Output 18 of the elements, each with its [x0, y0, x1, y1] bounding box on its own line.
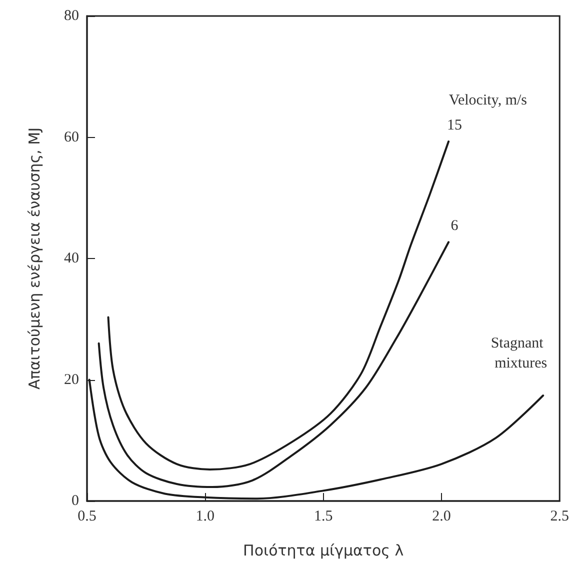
x-tick-label: 1.5 — [314, 508, 333, 524]
x-tick-label: 2.5 — [550, 508, 569, 524]
series-label: Stagnant mixtures — [490, 336, 548, 372]
x-tick-label: 0.5 — [78, 508, 96, 524]
legend-title: Velocity, m/s — [448, 92, 528, 108]
x-tick-label: 1.0 — [196, 508, 215, 524]
x-tick-label: 2.0 — [432, 508, 451, 524]
y-tick-label: 0 — [72, 493, 79, 509]
y-tick-label: 80 — [64, 8, 79, 24]
y-tick-label: 20 — [64, 372, 79, 388]
series-label: 15 — [447, 117, 462, 134]
y-tick-label: 40 — [64, 250, 79, 266]
y-tick-label: 60 — [64, 129, 79, 146]
y-axis-title: Απαιτούμενη ενέργεια έναυσης, MJ — [26, 127, 44, 390]
line-series — [98, 241, 450, 488]
line-series — [107, 140, 450, 470]
series-label: 6 — [450, 218, 459, 234]
x-axis-title: Ποιότητα μίγματος λ — [243, 542, 404, 560]
